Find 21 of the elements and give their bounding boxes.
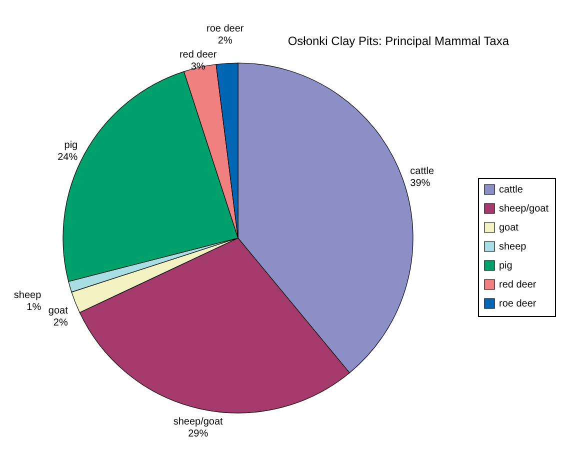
text: Osłonki Clay Pits: Principal Mammal Taxa (288, 34, 510, 48)
legend-label: cattle (499, 184, 524, 196)
slice-label: cattle (410, 166, 435, 178)
slice-label: red deer (179, 49, 218, 60)
slice-label: goat (48, 305, 68, 316)
data-label: 29% (188, 428, 208, 440)
slice-label: roe deer (206, 23, 244, 34)
data-label: 2% (218, 35, 232, 46)
legend-label: red deer (499, 280, 537, 290)
data-label: 24% (58, 152, 78, 163)
legend-label: goat (499, 222, 519, 234)
data-label: 39% (410, 178, 430, 190)
legend-label: pig (499, 260, 512, 272)
slice-label: sheep (14, 290, 42, 302)
data-label: 2% (53, 317, 68, 328)
legend-label: sheep (499, 242, 527, 252)
slice-label: pig (64, 140, 78, 151)
data-label: 1% (26, 302, 42, 314)
legend-label: roe deer (499, 298, 537, 310)
legend-label: sheep/goat (499, 204, 549, 214)
slice-label: sheep/goat (173, 416, 224, 428)
